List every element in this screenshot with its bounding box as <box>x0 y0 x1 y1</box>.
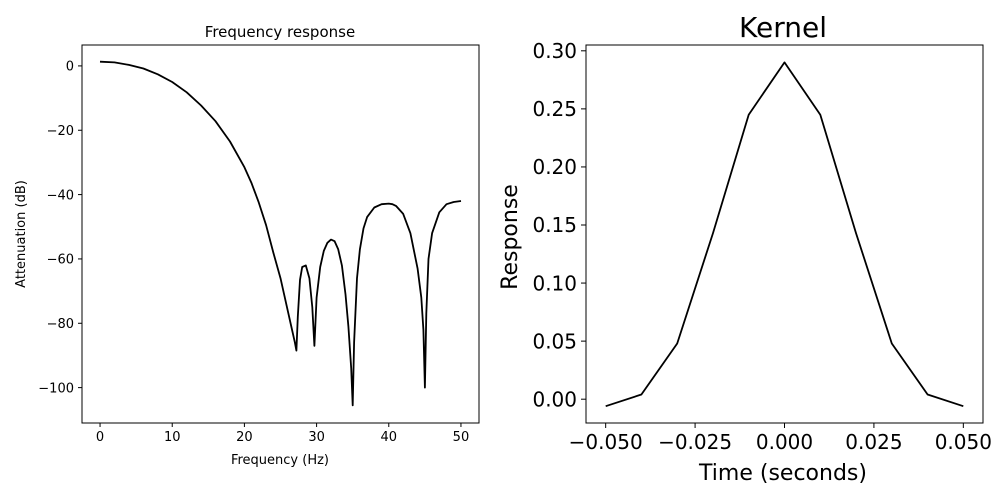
series-line <box>99 60 462 407</box>
y-tick-label: −80 <box>47 317 74 332</box>
x-tick-label: 10 <box>164 430 181 445</box>
y-tick-label: 0.25 <box>532 97 577 121</box>
kernel-plot-area <box>605 61 964 408</box>
x-axis-label: Frequency (Hz) <box>231 453 329 468</box>
kernel-panel: Kernel Time (seconds) Response −0.050 −0.… <box>498 11 992 486</box>
y-tick-label: −20 <box>47 124 74 139</box>
x-tick-label: 30 <box>308 430 325 445</box>
chart-title: Frequency response <box>205 23 355 41</box>
y-tick-label: −100 <box>38 381 74 396</box>
x-tick-label: 50 <box>453 430 470 445</box>
x-axis-label: Time (seconds) <box>698 461 867 486</box>
y-tick-label: 0.15 <box>532 213 577 237</box>
y-tick-label: 0.30 <box>532 39 577 63</box>
kernel-axes: −0.050 −0.025 0.000 0.025 0.050 0.00 0.05 0.10 0… <box>532 39 991 454</box>
x-tick-label: 0.050 <box>935 430 992 454</box>
x-tick-label: 40 <box>380 430 397 445</box>
y-tick-label: 0.00 <box>532 387 577 411</box>
x-tick-label: 0.000 <box>756 430 813 454</box>
frequency-response-plot-area <box>99 60 462 407</box>
frequency-response-axes: 0 10 20 30 40 50 0 −20 −40 −60 −80 −100 <box>38 60 469 445</box>
y-axis-label: Attenuation (dB) <box>14 180 29 288</box>
frequency-response-panel: Frequency response Frequency (Hz) Attenu… <box>14 23 480 468</box>
plot-frame <box>81 44 480 424</box>
x-tick-label: −0.050 <box>569 430 643 454</box>
y-tick-label: 0 <box>66 60 74 75</box>
y-tick-label: 0.20 <box>532 155 577 179</box>
x-tick-label: 0 <box>96 430 104 445</box>
series-line <box>605 61 964 408</box>
x-tick-label: 0.025 <box>845 430 902 454</box>
y-tick-label: 0.05 <box>532 329 577 353</box>
chart-title: Kernel <box>739 11 827 44</box>
x-tick-label: −0.025 <box>658 430 732 454</box>
y-tick-label: −60 <box>47 253 74 268</box>
y-tick-label: 0.10 <box>532 271 577 295</box>
x-tick-label: 20 <box>236 430 253 445</box>
y-axis-label: Response <box>498 184 523 290</box>
y-tick-label: −40 <box>47 188 74 203</box>
plot-frame <box>585 44 984 424</box>
